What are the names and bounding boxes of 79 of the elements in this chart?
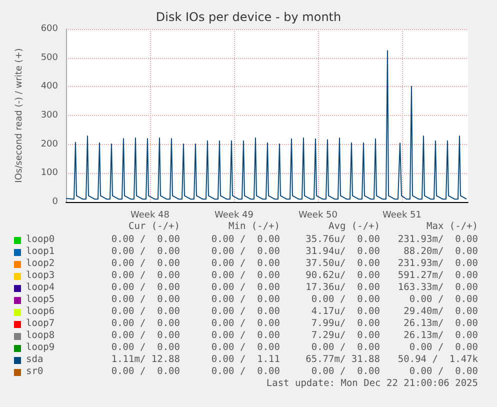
y-tick-label: 200 <box>40 139 58 150</box>
text: 0.00 / 0.00 <box>211 306 280 317</box>
text: 0.00 / 0.00 <box>211 270 280 281</box>
text: 0.00 / 0.00 <box>211 330 280 341</box>
text: 0.00 / 0.00 <box>211 282 280 293</box>
text: Min (-/+) <box>228 221 280 232</box>
text: 231.93m/ 0.00 <box>398 258 478 269</box>
text: 0.00 / 0.00 <box>409 366 478 377</box>
text: 0.00 / 0.00 <box>110 282 180 294</box>
legend-label: loop2 <box>26 258 55 270</box>
y-tick-label: 500 <box>40 52 58 63</box>
legend-label: loop9 <box>26 342 55 354</box>
text: 163.33m/ 0.00 <box>398 282 478 293</box>
text: 29.40m/ 0.00 <box>404 306 478 317</box>
legend-label: loop7 <box>26 318 55 330</box>
text: 0.00 / 0.00 <box>211 318 280 329</box>
text: 0.00 / 0.00 <box>211 246 280 257</box>
text: Max (-/+) <box>426 221 478 232</box>
line-series <box>66 50 467 200</box>
text: 0.00 / 0.00 <box>110 342 180 354</box>
text: 0.00 / 0.00 <box>211 258 280 269</box>
y-tick-label: 0 <box>52 197 58 207</box>
chart-title: Disk IOs per device - by month <box>156 10 342 24</box>
legend-label: sr0 <box>26 366 44 378</box>
y-axis-title: IOs/second read (-) / write (+) <box>14 48 24 183</box>
text: 231.93m/ 0.00 <box>398 234 478 245</box>
text: 4.17u/ 0.00 <box>311 306 380 317</box>
text: 7.99u/ 0.00 <box>311 318 380 329</box>
y-tick-label: 300 <box>40 110 58 120</box>
text: 0.00 / 0.00 <box>110 318 180 330</box>
text: Avg (-/+) <box>328 221 380 232</box>
text: 0.00 / 0.00 <box>409 294 478 305</box>
text: 1.11m/ 12.88 <box>110 354 180 366</box>
text: 0.00 / 0.00 <box>110 366 180 378</box>
text: 65.77m/ 31.88 <box>306 354 380 365</box>
y-tick-label: 100 <box>40 168 58 178</box>
text: 0.00 / 0.00 <box>311 366 380 377</box>
text: 26.13m/ 0.00 <box>404 318 478 329</box>
text: 37.50u/ 0.00 <box>306 258 380 269</box>
legend-label: loop0 <box>26 234 55 246</box>
text: 17.36u/ 0.00 <box>306 282 380 293</box>
text: 35.76u/ 0.00 <box>306 234 380 245</box>
x-tick-label: Week 51 <box>382 210 422 220</box>
text: 0.00 / 0.00 <box>211 366 280 377</box>
legend-label: loop3 <box>26 270 55 282</box>
y-tick-label: 400 <box>40 82 58 92</box>
text: 31.94u/ 0.00 <box>306 246 380 257</box>
text: 0.00 / 0.00 <box>110 270 180 282</box>
legend-label: loop4 <box>26 282 55 294</box>
text: 26.13m/ 0.00 <box>404 330 478 341</box>
text: Cur (-/+) <box>128 221 180 233</box>
x-tick-label: Week 50 <box>298 210 338 220</box>
text: 7.29u/ 0.00 <box>311 330 380 341</box>
text: 0.00 / 0.00 <box>110 330 180 342</box>
text: 0.00 / 1.11 <box>211 354 280 365</box>
legend-label: loop5 <box>26 294 55 306</box>
text: 0.00 / 0.00 <box>311 294 380 305</box>
legend-label: sda <box>26 354 44 366</box>
text: 0.00 / 0.00 <box>110 258 180 270</box>
x-tick-label: Week 48 <box>130 210 170 220</box>
text: 0.00 / 0.00 <box>311 342 380 353</box>
text: 90.62u/ 0.00 <box>306 270 380 281</box>
legend-label: loop1 <box>26 246 55 258</box>
text: 0.00 / 0.00 <box>110 294 180 306</box>
text: 0.00 / 0.00 <box>211 234 280 245</box>
text: Last update: Mon Dec 22 21:00:06 2025 <box>265 378 478 390</box>
legend-label: loop8 <box>26 330 55 342</box>
text: 0.00 / 0.00 <box>110 246 180 258</box>
text: 591.27m/ 0.00 <box>398 270 478 281</box>
legend-label: loop6 <box>26 306 55 318</box>
y-tick-label: 600 <box>40 24 58 34</box>
text: 88.20m/ 0.00 <box>404 246 478 257</box>
text: 0.00 / 0.00 <box>110 234 180 246</box>
text: 50.94 / 1.47k <box>398 354 478 365</box>
text: 0.00 / 0.00 <box>211 342 280 353</box>
text: 0.00 / 0.00 <box>409 342 478 353</box>
text: 0.00 / 0.00 <box>211 294 280 305</box>
text: 0.00 / 0.00 <box>110 306 180 318</box>
x-tick-label: Week 49 <box>214 210 254 220</box>
